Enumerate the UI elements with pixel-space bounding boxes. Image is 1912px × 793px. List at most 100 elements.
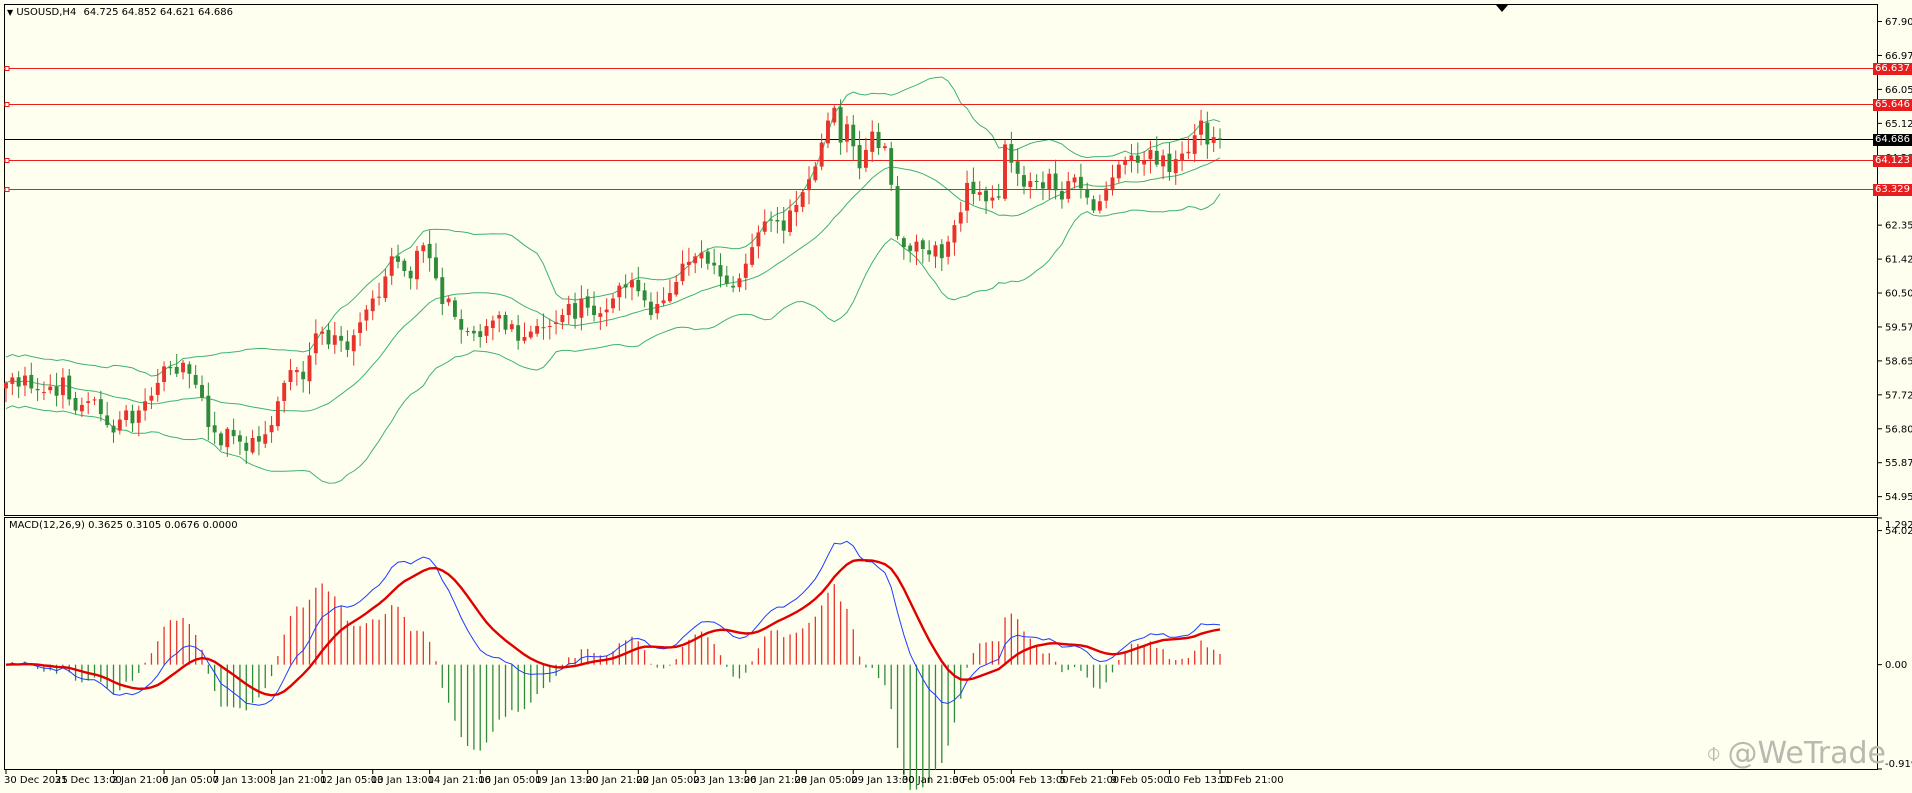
candle-body bbox=[427, 243, 432, 259]
candle-body bbox=[1154, 150, 1159, 165]
chart-shift-marker[interactable] bbox=[1496, 5, 1508, 12]
candle-body bbox=[927, 250, 932, 255]
macd-line bbox=[5, 540, 1221, 706]
candle-body bbox=[939, 244, 944, 259]
candle-body bbox=[364, 309, 369, 321]
level-price-tag[interactable]: 63.329 bbox=[1873, 183, 1912, 196]
candle-body bbox=[1034, 181, 1039, 183]
candle-body bbox=[1135, 155, 1140, 163]
candle-body bbox=[332, 335, 337, 345]
candle-body bbox=[800, 192, 805, 207]
header-dropdown-icon[interactable]: ▼ bbox=[7, 8, 14, 17]
candle-body bbox=[244, 442, 249, 451]
candle-body bbox=[250, 437, 255, 453]
candle-body bbox=[1028, 181, 1033, 188]
candle-body bbox=[996, 196, 1001, 198]
level-anchor-icon bbox=[4, 187, 10, 192]
candle-body bbox=[402, 260, 407, 272]
candle-body bbox=[914, 241, 919, 252]
candle-body bbox=[478, 331, 483, 338]
macd-header: MACD(12,26,9) 0.3625 0.3105 0.0676 0.000… bbox=[9, 520, 238, 531]
time-tick-label: 6 Jan 05:00 bbox=[162, 775, 219, 786]
candle-body bbox=[415, 250, 419, 280]
price-tick-label: 59.575 bbox=[1885, 322, 1912, 333]
candle-body bbox=[630, 280, 634, 288]
candle-body bbox=[611, 298, 615, 309]
candle-body bbox=[263, 434, 268, 444]
candle-body bbox=[503, 314, 508, 330]
candle-body bbox=[452, 300, 457, 317]
candle-body bbox=[459, 319, 464, 330]
candle-body bbox=[1110, 177, 1115, 191]
candle-body bbox=[1148, 149, 1153, 160]
candle-body bbox=[958, 212, 963, 224]
level-price-tag[interactable]: 65.646 bbox=[1873, 98, 1912, 111]
candle-body bbox=[136, 410, 141, 423]
candle-body bbox=[680, 263, 685, 282]
candle-body bbox=[212, 425, 217, 433]
candle-body bbox=[1211, 137, 1216, 143]
candle-body bbox=[130, 410, 135, 424]
time-tick-label: 30 Dec 2025 bbox=[4, 775, 68, 786]
candle-body bbox=[674, 282, 679, 295]
candle-body bbox=[440, 277, 445, 305]
candle-body bbox=[326, 329, 331, 345]
level-price-tag[interactable]: 64.123 bbox=[1873, 154, 1912, 167]
watermark: ⌽ @WeTrade bbox=[1706, 736, 1886, 771]
candle-body bbox=[111, 425, 116, 433]
candle-body bbox=[1167, 153, 1172, 172]
price-tick-label: 54.950 bbox=[1885, 492, 1912, 503]
candle-body bbox=[1199, 120, 1203, 135]
candle-body bbox=[193, 374, 198, 385]
candle-body bbox=[1040, 182, 1045, 189]
candle-body bbox=[699, 252, 704, 259]
level-anchor-icon bbox=[4, 66, 10, 71]
candle-body bbox=[1015, 161, 1020, 174]
candle-body bbox=[547, 326, 552, 328]
candle-body bbox=[1009, 144, 1014, 163]
candle-body bbox=[155, 382, 160, 395]
candle-body bbox=[971, 181, 976, 194]
candle-body bbox=[79, 404, 84, 412]
candle-body bbox=[1078, 176, 1083, 189]
candle-body bbox=[693, 256, 698, 264]
candle-body bbox=[433, 257, 438, 279]
candle-body bbox=[952, 225, 957, 243]
time-tick-label: 8 Jan 21:00 bbox=[270, 775, 327, 786]
watermark-text: @WeTrade bbox=[1727, 736, 1887, 771]
time-tick-label: 29 Jan 13:00 bbox=[851, 775, 914, 786]
candle-body bbox=[1116, 164, 1121, 179]
candle-body bbox=[781, 220, 786, 231]
candle-body bbox=[237, 435, 242, 442]
candle-body bbox=[1066, 181, 1071, 199]
candle-body bbox=[851, 124, 856, 147]
candle-body bbox=[471, 330, 476, 334]
candle-body bbox=[623, 284, 628, 288]
candle-body bbox=[712, 262, 717, 266]
price-tick-label: 65.125 bbox=[1885, 119, 1912, 130]
candle-body bbox=[92, 399, 97, 401]
candle-body bbox=[895, 186, 900, 237]
level-price-tag[interactable]: 66.637 bbox=[1873, 62, 1912, 75]
candle-body bbox=[794, 204, 799, 213]
candle-body bbox=[1091, 199, 1096, 211]
time-tick-label: 5 Feb 21:00 bbox=[1060, 775, 1119, 786]
symbol-label: USOUSD,H4 bbox=[16, 7, 77, 18]
candle-body bbox=[826, 120, 830, 144]
candle-body bbox=[73, 397, 78, 411]
candle-body bbox=[187, 364, 192, 374]
candle-body bbox=[819, 142, 824, 167]
candlesticks bbox=[4, 99, 1222, 465]
time-tick-label: 20 Jan 21:00 bbox=[586, 775, 649, 786]
candle-body bbox=[124, 410, 129, 421]
price-tick-label: 58.650 bbox=[1885, 356, 1912, 367]
candle-body bbox=[889, 148, 894, 185]
candle-body bbox=[1053, 173, 1058, 191]
candle-body bbox=[724, 275, 729, 284]
level-anchor-icon bbox=[4, 102, 10, 107]
signal-line bbox=[5, 558, 1221, 697]
candle-body bbox=[105, 415, 110, 426]
candle-body bbox=[838, 107, 843, 143]
candle-body bbox=[870, 131, 875, 152]
